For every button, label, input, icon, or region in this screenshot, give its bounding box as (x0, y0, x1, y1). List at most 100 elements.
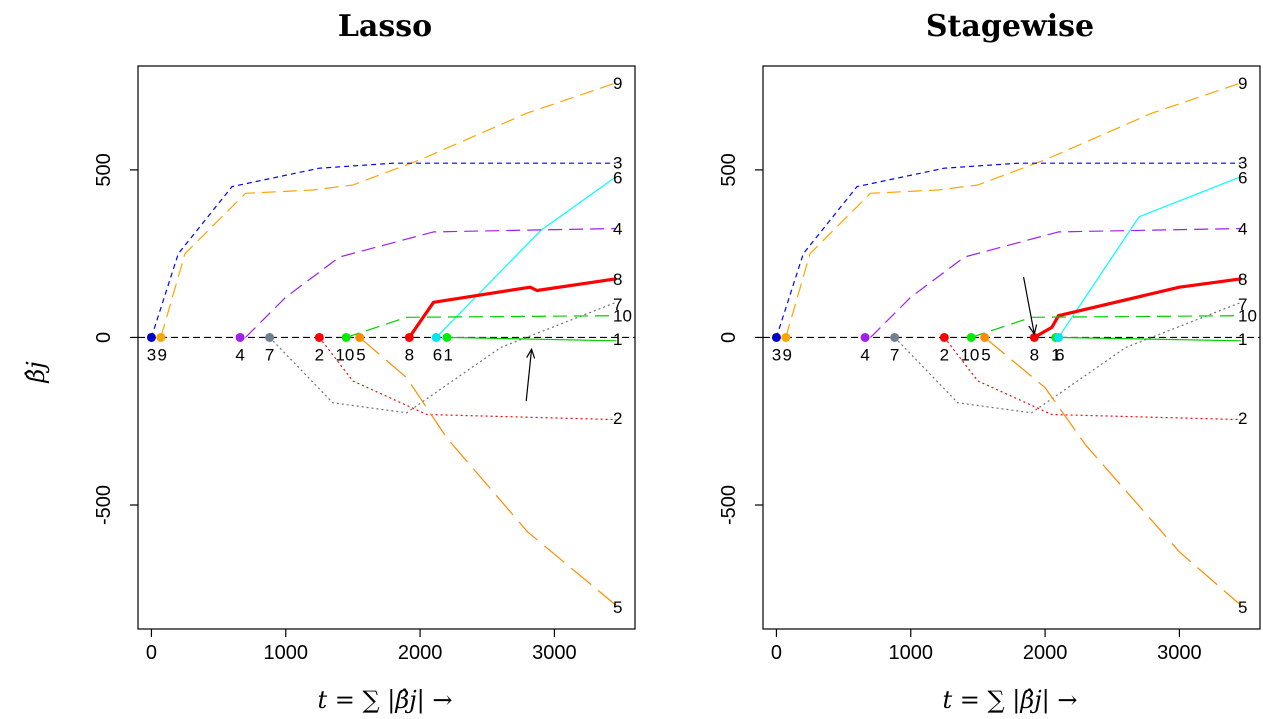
stagewise-annotation-arrow (1022, 277, 1035, 334)
lasso-end-label: 5 (613, 598, 622, 617)
stagewise-series-9 (785, 82, 1242, 338)
lasso-end-label: 7 (613, 295, 622, 314)
stagewise-end-label: 7 (1238, 295, 1247, 314)
lasso-entry-label: 10 (335, 345, 354, 364)
stagewise-entry-point (980, 332, 990, 342)
stagewise-entry-label: 4 (860, 345, 869, 364)
lasso-entry-label: 7 (265, 345, 274, 364)
lasso-y-tick-label: 500 (93, 153, 115, 186)
stagewise-entry-label: 5 (981, 345, 990, 364)
lasso-series-5 (359, 336, 617, 606)
stagewise-end-label: 9 (1238, 74, 1247, 93)
stagewise-entry-point (771, 332, 781, 342)
lasso-entry-label: 8 (405, 345, 414, 364)
lasso-end-label: 9 (613, 74, 622, 93)
stagewise-series-3 (775, 162, 1242, 338)
stagewise-x-tick-label: 3000 (1157, 642, 1202, 664)
stagewise-series-4 (870, 227, 1242, 338)
stagewise-entry-point (781, 332, 791, 342)
stagewise-panel: Stagewise t = ∑ |β̂j| → 0 1000 2000 3000 -50… (718, 9, 1261, 715)
stagewise-end-label: 1 (1238, 330, 1247, 349)
lasso-entry-point (314, 332, 324, 342)
lasso-entry-label: 2 (315, 345, 324, 364)
stagewise-x-tick-label: 1000 (889, 642, 934, 664)
stagewise-y-tick-label: 500 (718, 153, 740, 186)
stagewise-entry-label: 10 (960, 345, 979, 364)
stagewise-title: Stagewise (926, 9, 1094, 44)
lasso-y-axis-label: β̂j (22, 361, 50, 384)
stagewise-series (763, 82, 1260, 606)
stagewise-end-label: 8 (1238, 270, 1247, 289)
stagewise-entry-label: 1 (1051, 345, 1060, 364)
lasso-entry-label: 5 (356, 345, 365, 364)
lasso-x-tick-label: 2000 (398, 642, 443, 664)
stagewise-series-6 (1058, 176, 1242, 338)
lasso-series-1 (446, 336, 617, 342)
stagewise-y-tick-label: 0 (718, 332, 740, 343)
lasso-series-8 (407, 277, 617, 339)
stagewise-entry-label: 7 (890, 345, 899, 364)
lasso-entry-point (404, 332, 414, 342)
stagewise-end-label: 2 (1238, 409, 1247, 428)
stagewise-entry-point (860, 332, 870, 342)
stagewise-end-label: 6 (1238, 168, 1247, 187)
lasso-end-label: 6 (613, 168, 622, 187)
lasso-end-label: 3 (613, 154, 622, 173)
stagewise-entry-point (1029, 332, 1039, 342)
lasso-series-3 (150, 162, 617, 338)
lasso-entry-point (156, 332, 166, 342)
lasso-entry-label: 9 (157, 345, 166, 364)
stagewise-series-1 (1055, 336, 1242, 342)
lasso-entry-point (146, 332, 156, 342)
stagewise-series-10 (971, 315, 1242, 338)
stagewise-end-label: 3 (1238, 154, 1247, 173)
stagewise-x-tick-label: 2000 (1023, 642, 1068, 664)
lasso-entry-point (235, 332, 245, 342)
stagewise-entry-point (966, 332, 976, 342)
lasso-entry-label: 3 (147, 345, 156, 364)
stagewise-x-tick-label: 0 (771, 642, 782, 664)
lasso-series-10 (346, 315, 617, 338)
stagewise-entry-point (890, 332, 900, 342)
stagewise-entry-label: 2 (940, 345, 949, 364)
stagewise-plot-frame (762, 65, 1261, 630)
lasso-end-label: 1 (613, 330, 622, 349)
lasso-entry-point (442, 332, 452, 342)
stagewise-entry-point (1054, 332, 1064, 342)
lasso-end-label: 4 (613, 220, 622, 239)
stagewise-axes: 0 1000 2000 3000 -500 0 500 (718, 153, 1202, 664)
lasso-x-tick-label: 3000 (532, 642, 577, 664)
stagewise-series-5 (984, 336, 1242, 606)
lasso-x-tick-label: 1000 (264, 642, 309, 664)
stagewise-end-label: 5 (1238, 598, 1247, 617)
lasso-series-4 (245, 227, 617, 338)
lasso-y-tick-label: -500 (93, 485, 115, 525)
lasso-entry-label: 6 (433, 345, 442, 364)
stagewise-entry-label: 6 (1055, 345, 1064, 364)
lasso-axes: 0 1000 2000 3000 -500 0 500 (93, 153, 577, 664)
lasso-entry-point (341, 332, 351, 342)
lasso-entry-label: 1 (444, 345, 453, 364)
lasso-entry-label: 4 (235, 345, 244, 364)
lasso-series-9 (160, 82, 617, 338)
stagewise-series-7 (894, 301, 1242, 414)
lasso-entry-point (431, 332, 441, 342)
stagewise-end-label: 4 (1238, 220, 1247, 239)
lasso-title: Lasso (338, 9, 432, 44)
stagewise-series-8 (1033, 277, 1242, 339)
stagewise-entry-point (939, 332, 949, 342)
lasso-entry-point (265, 332, 275, 342)
stagewise-entry-label: 3 (772, 345, 781, 364)
lasso-series-2 (318, 337, 617, 421)
lasso-series-7 (269, 301, 617, 414)
lasso-series-6 (435, 176, 617, 338)
lasso-end-label: 10 (613, 307, 632, 326)
stagewise-y-tick-label: -500 (718, 485, 740, 525)
lasso-end-label: 2 (613, 409, 622, 428)
lasso-end-label: 8 (613, 270, 622, 289)
stagewise-series-2 (943, 337, 1242, 421)
lasso-entry-point (355, 332, 365, 342)
